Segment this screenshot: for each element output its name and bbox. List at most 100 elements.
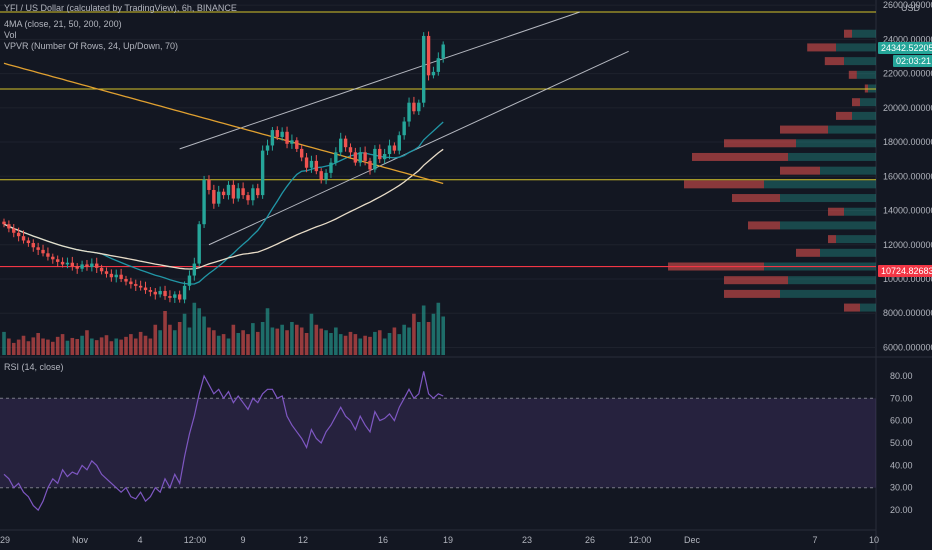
volume-legend[interactable]: Vol [4,30,17,40]
candle-body [382,154,387,160]
volume-bar [85,330,89,355]
vpvr-up-bar [764,180,876,189]
vpvr-up-bar [780,289,876,298]
candle-body [90,263,94,267]
time-tick-label: 12 [298,535,308,545]
candle-body [31,243,35,248]
vpvr-down-bar [828,235,836,244]
candle-body [51,256,55,260]
volume-bar [436,302,441,355]
vpvr-up-bar [856,70,876,79]
candle-body [407,102,411,122]
volume-bar [417,322,421,355]
candle-body [138,285,143,288]
candle-body [324,172,328,180]
volume-bar [129,334,133,355]
price-tick-label: 12000.000000 [883,240,932,250]
volume-bar [99,337,104,355]
currency-label: USD [901,3,921,13]
volume-bar [426,322,431,355]
volume-bar [255,331,260,355]
volume-bar [31,337,36,355]
volume-bar [309,313,314,355]
time-tick-label: 12:00 [184,535,207,545]
vpvr-up-bar [844,57,876,66]
candle-body [124,278,128,282]
candle-body [319,171,323,180]
volume-bar [94,340,99,355]
volume-bar [431,313,436,355]
candle-body [109,273,114,278]
candle-body [2,221,6,225]
volume-bar [358,338,363,355]
time-tick-label: 7 [812,535,817,545]
volume-bar [251,323,255,355]
candle-body [163,290,167,297]
candle-body [368,160,372,170]
rsi-legend[interactable]: RSI (14, close) [4,362,64,372]
vpvr-up-bar [780,221,876,230]
vpvr-up-bar [820,248,876,257]
volume-bar [153,324,158,355]
volume-bar [60,334,65,355]
candle-body [392,145,397,151]
volume-bar [319,328,323,355]
rsi-tick-label: 80.00 [890,371,913,381]
volume-bar [41,338,45,355]
candle-body [119,274,123,279]
ma-legend[interactable]: 4MA (close, 21, 50, 200, 200) [4,19,122,29]
vpvr-down-bar [724,276,788,285]
candle-body [187,275,192,286]
volume-bar [192,302,197,355]
volume-bar [397,334,402,355]
candle-body [246,195,250,201]
volume-bar [197,308,201,355]
volume-bar [55,336,60,355]
volume-bar [260,322,265,355]
candle-body [402,121,406,136]
rsi-tick-label: 60.00 [890,416,913,426]
candle-body [177,294,182,300]
volume-bar [163,311,167,355]
volume-bar [36,333,40,355]
candle-body [295,140,299,149]
vpvr-down-bar [732,194,780,203]
volume-bar [80,335,84,355]
volume-bar [334,327,338,355]
volume-bar [246,334,250,355]
candle-body [65,262,70,265]
volume-bar [207,327,211,355]
vpvr-down-bar [724,289,780,298]
candle-body [70,262,75,267]
volume-bar [65,340,70,355]
candle-body [12,228,16,233]
price-tick-label: 16000.000000 [883,171,932,181]
vpvr-down-bar [684,180,764,189]
candle-body [153,291,157,295]
candle-body [41,249,45,254]
vpvr-down-bar [748,221,780,230]
countdown-tag: 02:03:21 [893,55,932,67]
volume-bar [46,339,50,355]
red-level-tag: 10724.82683 [878,265,932,277]
volume-bar [187,327,192,355]
volume-bar [231,324,236,355]
candle-body [104,271,109,274]
vpvr-down-bar [844,303,860,312]
price-tick-label: 18000.000000 [883,137,932,147]
vpvr-down-bar [844,29,852,38]
volume-bar [21,335,26,355]
candle-body [329,162,333,173]
vpvr-legend[interactable]: VPVR (Number Of Rows, 24, Up/Down, 70) [4,41,179,51]
time-tick-label: 29 [0,535,10,545]
volume-bar [7,338,11,355]
candle-body [85,264,89,267]
candle-body [46,253,50,257]
vpvr-up-bar [820,166,876,175]
vpvr-down-bar [796,248,820,257]
volume-bar [343,335,348,355]
current-price-tag: 24342.52205 [878,42,932,54]
volume-bar [75,339,79,355]
candle-body [202,179,206,225]
